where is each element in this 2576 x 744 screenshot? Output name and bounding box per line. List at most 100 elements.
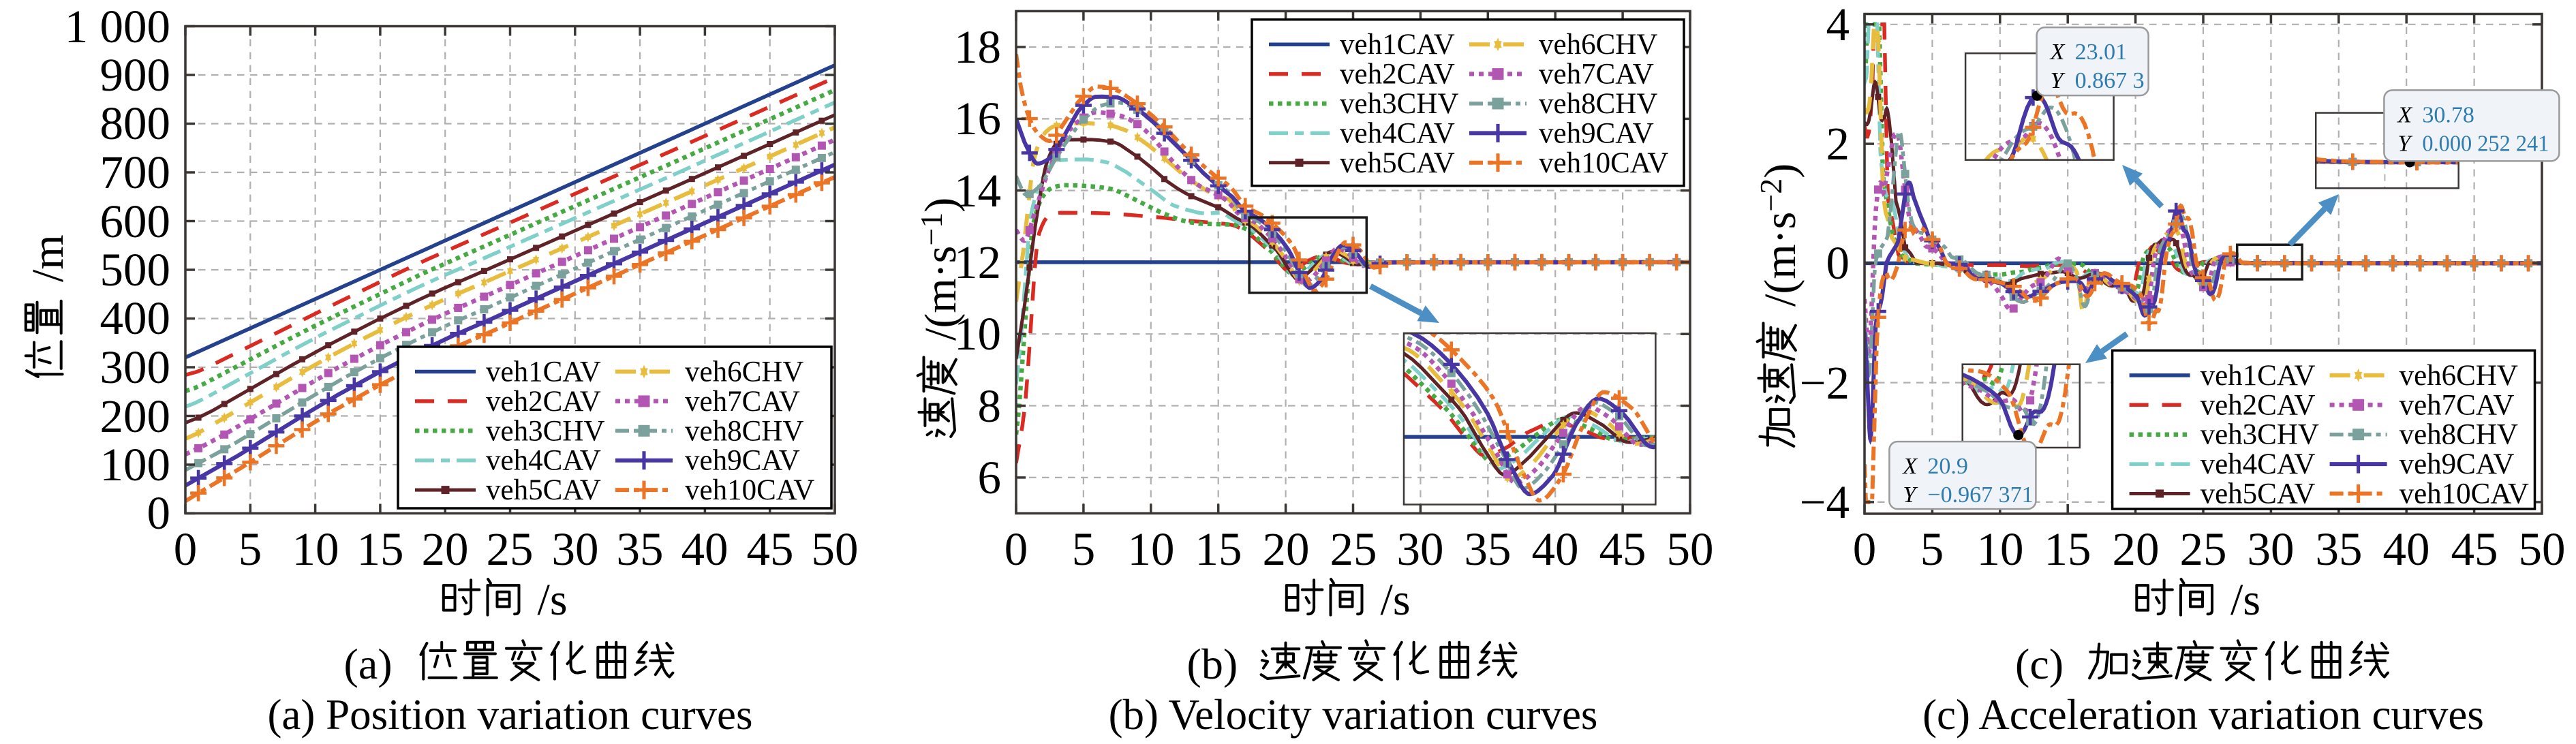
svg-text:300: 300 (100, 341, 171, 393)
svg-text:900: 900 (100, 49, 171, 101)
svg-text:X: X (1901, 454, 1918, 479)
svg-text:50: 50 (812, 523, 859, 575)
svg-text:100: 100 (100, 439, 171, 491)
svg-text:5: 5 (239, 523, 262, 575)
svg-text:25: 25 (2180, 523, 2227, 575)
svg-text:30.78: 30.78 (2422, 102, 2474, 127)
svg-text:30: 30 (552, 523, 599, 575)
svg-text:35: 35 (2316, 523, 2363, 575)
svg-text:50: 50 (2519, 523, 2566, 575)
svg-text:(c) Acceleration variation cur: (c) Acceleration variation curves (1922, 691, 2484, 739)
svg-text:15: 15 (357, 523, 404, 575)
svg-text:10: 10 (292, 523, 339, 575)
svg-text:0: 0 (1826, 237, 1850, 289)
svg-text:Y: Y (2051, 68, 2066, 93)
svg-text:6: 6 (978, 452, 1002, 503)
svg-text:20: 20 (2113, 523, 2160, 575)
svg-text:veh8CHV: veh8CHV (1539, 88, 1657, 120)
svg-text:/m: /m (23, 234, 73, 282)
svg-text:veh4CAV: veh4CAV (2201, 448, 2316, 480)
svg-text:X: X (2396, 102, 2412, 127)
svg-text:5: 5 (1072, 523, 1096, 575)
svg-text:2: 2 (1826, 118, 1850, 170)
svg-text:veh8CHV: veh8CHV (685, 415, 803, 447)
svg-text:veh3CHV: veh3CHV (2201, 419, 2319, 451)
svg-text:veh10CAV: veh10CAV (1539, 147, 1668, 179)
svg-text:16: 16 (954, 93, 1001, 144)
svg-text:veh7CAV: veh7CAV (1539, 59, 1654, 91)
svg-text:600: 600 (100, 196, 171, 247)
svg-text:20: 20 (422, 523, 469, 575)
svg-text:veh9CAV: veh9CAV (1539, 117, 1654, 149)
svg-text:(a): (a) (344, 640, 393, 688)
svg-text:500: 500 (100, 244, 171, 296)
svg-text:5: 5 (1920, 523, 1944, 575)
svg-text:(b) Velocity variation curves: (b) Velocity variation curves (1109, 691, 1598, 739)
svg-text:0.000 252 241: 0.000 252 241 (2422, 131, 2549, 156)
svg-text:veh1CAV: veh1CAV (2201, 360, 2316, 392)
svg-text:0: 0 (1005, 523, 1028, 575)
svg-text:veh7CAV: veh7CAV (685, 386, 800, 418)
svg-text:4: 4 (1826, 0, 1850, 50)
svg-text:8: 8 (978, 380, 1002, 432)
svg-text:veh7CAV: veh7CAV (2399, 389, 2515, 421)
svg-text:/s: /s (538, 575, 568, 625)
svg-text:veh2CAV: veh2CAV (486, 386, 601, 418)
svg-text:45: 45 (2451, 523, 2498, 575)
svg-text:40: 40 (681, 523, 729, 575)
svg-text:10: 10 (1128, 523, 1175, 575)
svg-text:−0.967 371: −0.967 371 (1927, 482, 2033, 508)
svg-text:23.01: 23.01 (2075, 40, 2128, 65)
svg-text:veh4CAV: veh4CAV (1340, 117, 1455, 149)
svg-text:veh10CAV: veh10CAV (2399, 478, 2529, 510)
svg-text:veh5CAV: veh5CAV (2201, 478, 2316, 510)
svg-text:30: 30 (2248, 523, 2295, 575)
svg-text:35: 35 (1465, 523, 1512, 575)
svg-text:200: 200 (100, 390, 171, 442)
svg-text:25: 25 (487, 523, 534, 575)
svg-text:45: 45 (1599, 523, 1646, 575)
svg-text:15: 15 (2044, 523, 2091, 575)
svg-text:veh3CHV: veh3CHV (1340, 88, 1458, 120)
svg-text:veh6CHV: veh6CHV (685, 356, 803, 388)
svg-text:X: X (2049, 40, 2066, 65)
svg-text:veh5CAV: veh5CAV (486, 474, 601, 506)
svg-text:(c): (c) (2015, 640, 2064, 688)
svg-text:−2: −2 (1800, 357, 1850, 409)
svg-text:400: 400 (100, 292, 171, 344)
svg-text:800: 800 (100, 97, 171, 149)
svg-text:15: 15 (1195, 523, 1242, 575)
svg-text:veh9CAV: veh9CAV (685, 445, 800, 477)
svg-text:0: 0 (147, 487, 171, 539)
svg-text:20: 20 (1263, 523, 1310, 575)
svg-text:veh1CAV: veh1CAV (486, 356, 601, 388)
svg-text:18: 18 (954, 21, 1001, 73)
svg-text:0.867 3: 0.867 3 (2075, 68, 2145, 93)
svg-text:veh8CHV: veh8CHV (2399, 419, 2518, 451)
svg-text:1 000: 1 000 (65, 1, 170, 52)
svg-text:/s: /s (2230, 575, 2260, 625)
svg-text:veh4CAV: veh4CAV (486, 445, 601, 477)
svg-text:10: 10 (954, 308, 1001, 360)
svg-text:/s: /s (1381, 575, 1411, 625)
svg-text:veh5CAV: veh5CAV (1340, 147, 1455, 179)
svg-text:(a) Position variation curves: (a) Position variation curves (267, 691, 752, 739)
svg-text:40: 40 (2383, 523, 2430, 575)
svg-text:veh2CAV: veh2CAV (1340, 59, 1455, 91)
svg-text:−4: −4 (1800, 476, 1850, 528)
svg-text:45: 45 (747, 523, 794, 575)
svg-text:35: 35 (617, 523, 664, 575)
svg-text:40: 40 (1532, 523, 1579, 575)
svg-text:700: 700 (100, 146, 171, 198)
svg-text:10: 10 (1977, 523, 2024, 575)
svg-text:/(m·s−2): /(m·s−2) (1753, 164, 1805, 307)
svg-text:veh1CAV: veh1CAV (1340, 29, 1455, 61)
svg-text:veh2CAV: veh2CAV (2201, 389, 2316, 421)
svg-text:50: 50 (1667, 523, 1714, 575)
svg-text:14: 14 (954, 165, 1001, 217)
svg-text:veh3CHV: veh3CHV (486, 415, 604, 447)
svg-text:30: 30 (1397, 523, 1444, 575)
svg-text:20.9: 20.9 (1927, 454, 1968, 479)
svg-text:0: 0 (174, 523, 198, 575)
svg-text:0: 0 (1853, 523, 1877, 575)
